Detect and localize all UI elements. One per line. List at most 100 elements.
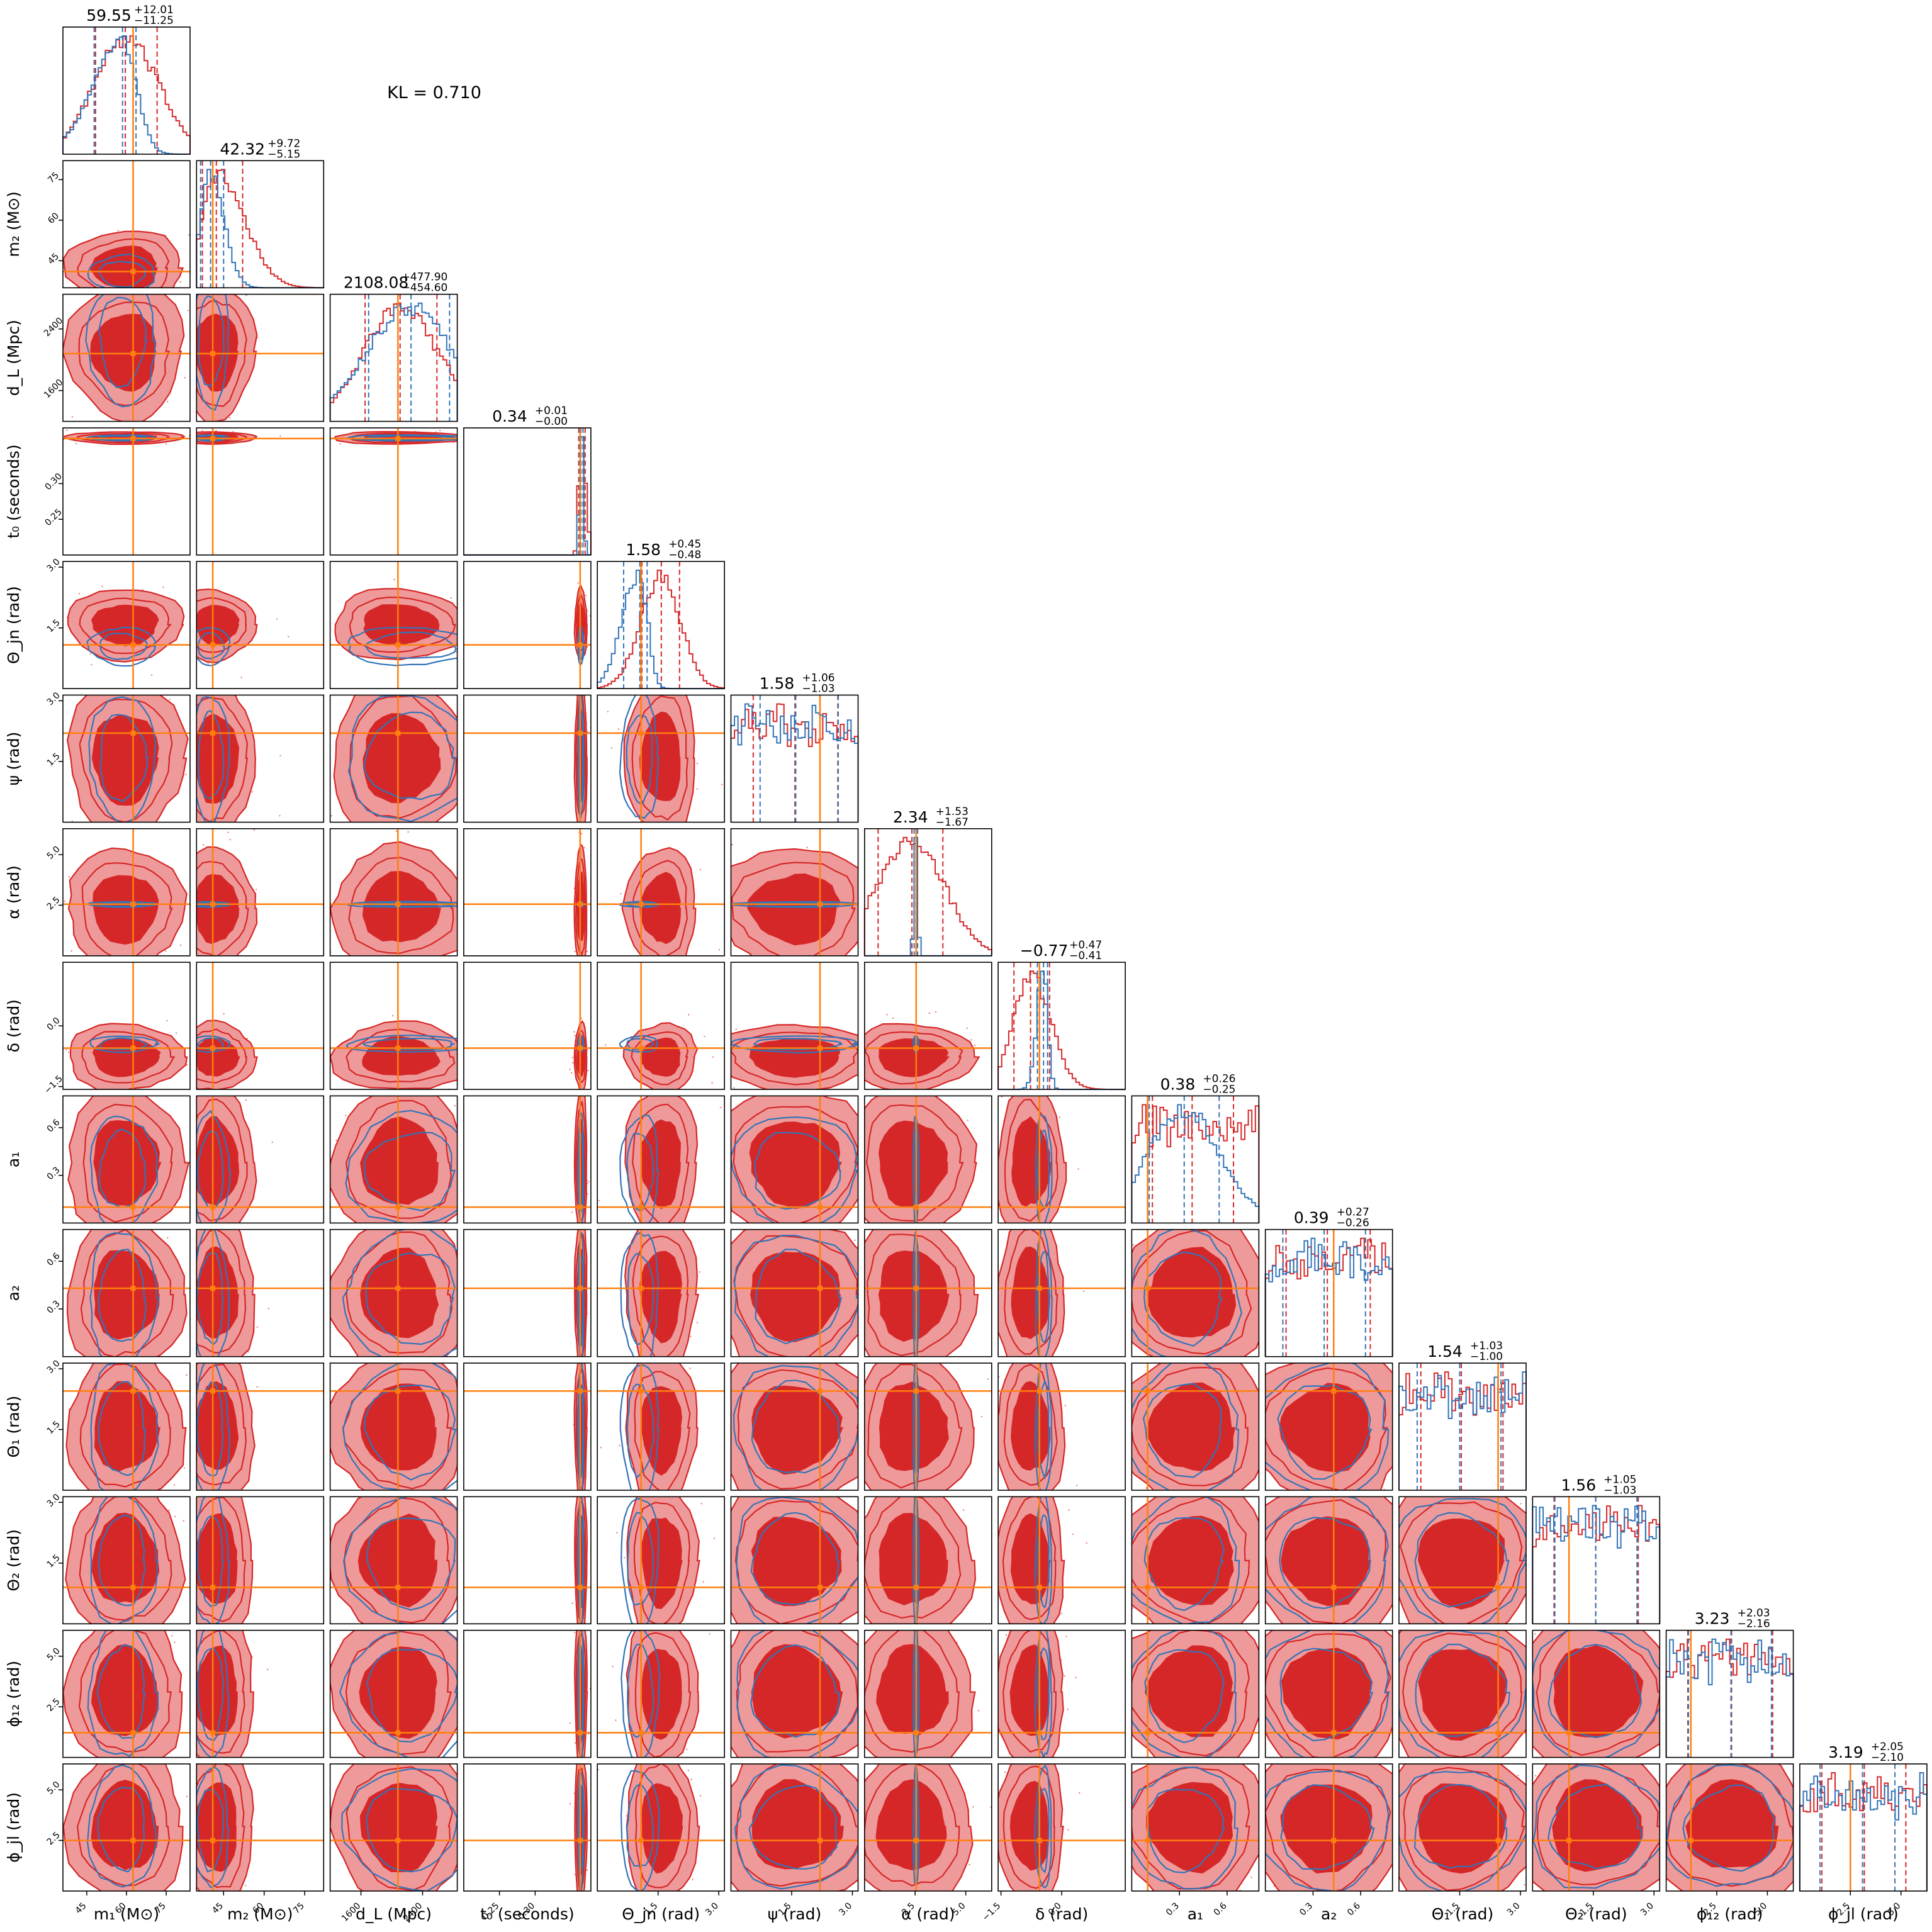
panel-frame [62, 828, 191, 957]
contour-blue-inner [627, 1643, 654, 1738]
sample-point [393, 578, 395, 581]
panel-frame [864, 1629, 992, 1758]
panel-frame [1131, 1763, 1260, 1892]
sample-point [165, 443, 167, 445]
contour-blue-outer [342, 1229, 458, 1357]
x-axis-label-dL: d_L (Mpc) [356, 1905, 432, 1923]
panel-frame [997, 1496, 1126, 1625]
sample-point [571, 1602, 573, 1604]
sample-point [176, 1032, 177, 1034]
contour-blue-outer [345, 1109, 458, 1223]
sample-point [709, 1633, 710, 1635]
panel-theta2-dL [329, 1496, 458, 1625]
contour-blue-outer [196, 1109, 232, 1223]
sample-point [335, 1139, 337, 1142]
sample-point [585, 594, 587, 597]
panel-frame [329, 694, 458, 823]
panel-frame [62, 1228, 191, 1357]
panel-psi-t0 [463, 694, 592, 823]
panel-frame [730, 828, 859, 957]
panel-title-theta1: 1.54 [1427, 1342, 1463, 1361]
truth-marker [577, 1730, 583, 1736]
panel-frame [329, 427, 458, 556]
panel-frame [62, 293, 191, 422]
sample-point [718, 949, 721, 951]
panel-title-plus-phijl: +2.05 [1871, 1741, 1904, 1753]
y-axis-label-phijl: ϕ_jl (rad) [4, 1792, 23, 1863]
contour-blue-outer [577, 626, 585, 666]
panel-a2-a1 [1131, 1228, 1260, 1357]
truth-marker [210, 642, 216, 648]
y-axis-label-thetajn: Θ_jn (rad) [4, 586, 23, 664]
sample-point [439, 430, 441, 432]
panel-frame [1398, 1496, 1527, 1625]
contour-blue-inner [578, 1515, 584, 1609]
sample-point [171, 1635, 173, 1637]
sample-point [969, 1863, 970, 1866]
panel-theta2-m1: 1.53.0 [45, 1492, 191, 1625]
panel-t0-dL [329, 427, 458, 556]
truth-marker [130, 1286, 136, 1291]
truth-marker [210, 435, 216, 441]
contour-blue-inner [196, 1515, 224, 1607]
sample-point [245, 295, 247, 296]
panel-phijl-m1: 45 60 752.55.0 [45, 1763, 191, 1916]
contour-blue-inner [1279, 1517, 1371, 1609]
panel-thetajn-dL [329, 561, 458, 690]
panel-title-minus-alpha: −1.67 [936, 816, 969, 829]
contour-blue-outer [196, 1497, 230, 1624]
panel-phijl-phi12: 2.5 5.0 [1665, 1763, 1794, 1918]
panel-title-minus-phi12: −2.16 [1738, 1618, 1770, 1631]
panel-frame [997, 1629, 1126, 1758]
panel-title-minus-t0: −0.00 [535, 415, 568, 428]
truth-marker [210, 1388, 216, 1394]
sample-point [179, 281, 181, 283]
sample-point [733, 1087, 735, 1089]
sample-point [184, 377, 186, 379]
truth-marker [1145, 1585, 1150, 1590]
panel-title-psi: 1.58 [760, 675, 795, 693]
contour-blue-outer [1035, 1115, 1053, 1223]
panel-title-plus-theta2: +1.05 [1603, 1473, 1636, 1486]
contour-blue-inner [754, 1132, 841, 1210]
sample-point [972, 1806, 974, 1808]
contour-blue-outer [577, 1497, 585, 1624]
panel-m1-m1: 59.55 +12.01−11.25 [62, 4, 191, 155]
contour-blue-outer [196, 627, 231, 666]
sample-point [690, 1335, 692, 1337]
panel-theta2-t0 [463, 1496, 592, 1625]
panel-title-plus-thetajn: +0.45 [668, 538, 701, 551]
truth-marker [913, 1388, 919, 1394]
contour-red-inner [360, 1116, 439, 1205]
contour-blue-outer [731, 1035, 858, 1054]
contour-blue-inner [1036, 1647, 1050, 1740]
sample-point [605, 1044, 607, 1046]
truth-marker [638, 901, 644, 907]
sample-point [1535, 1775, 1537, 1777]
contour-blue-inner [362, 711, 456, 800]
panel-frame [463, 1095, 592, 1224]
panel-title-delta: −0.77 [1020, 941, 1069, 960]
sample-point [687, 1770, 690, 1772]
x-axis-label-m2: m₂ (M⊙) [227, 1905, 293, 1923]
contour-blue-inner [578, 1783, 584, 1870]
panel-title-dL: 2108.08 [344, 274, 408, 292]
contour-blue-outer [577, 695, 585, 819]
panel-frame [196, 1763, 325, 1892]
contour-blue-inner [96, 1644, 146, 1739]
contour-red-inner [1147, 1515, 1234, 1605]
x-axis-label-thetajn: Θ_jn (rad) [622, 1905, 700, 1923]
contour-blue-outer [577, 1035, 585, 1053]
panel-phi12-alpha [864, 1629, 992, 1758]
contour-blue-inner [1143, 1517, 1225, 1611]
contour-blue-outer [345, 1035, 458, 1053]
panel-delta-thetajn [597, 962, 726, 1090]
panel-frame [597, 1763, 726, 1892]
panel-frame [1264, 1228, 1393, 1357]
panel-frame [1131, 1629, 1260, 1758]
contour-blue-inner [627, 1252, 654, 1345]
contour-blue-outer [342, 1363, 458, 1490]
sample-point [588, 1181, 590, 1182]
sample-point [1145, 1487, 1147, 1489]
panel-frame [62, 1095, 191, 1224]
